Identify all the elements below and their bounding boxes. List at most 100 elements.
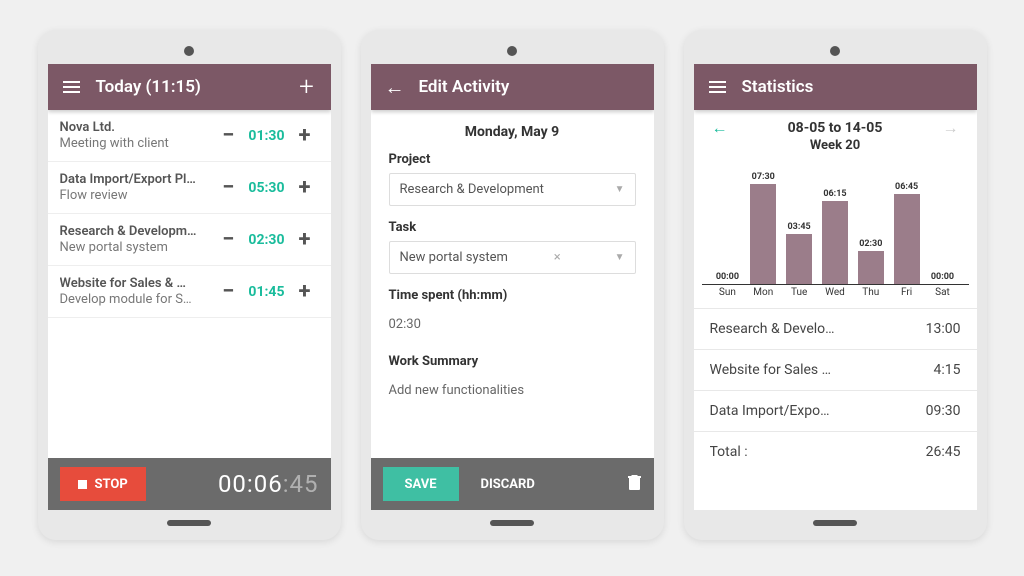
home-button[interactable] — [813, 520, 857, 526]
page-title: Edit Activity — [419, 77, 640, 97]
page-title: Today (11:15) — [96, 77, 297, 97]
time-entry[interactable]: Research & Developm…New portal system−02… — [48, 214, 331, 266]
save-button[interactable]: SAVE — [383, 467, 459, 501]
plus-icon[interactable]: + — [291, 125, 319, 147]
label-summary: Work Summary — [389, 354, 636, 369]
label-project: Project — [389, 152, 636, 167]
summary-row: Research & Develo…13:00 — [694, 308, 977, 349]
minus-icon[interactable]: − — [214, 125, 242, 147]
summary-input[interactable]: Add new functionalities — [389, 375, 636, 406]
entry-title: Research & Developm… — [60, 224, 215, 239]
entry-list: Nova Ltd.Meeting with client−01:30+Data … — [48, 110, 331, 318]
screen-today: Today (11:15) + Nova Ltd.Meeting with cl… — [48, 64, 331, 510]
trash-icon[interactable] — [627, 474, 642, 494]
plus-icon[interactable]: + — [291, 281, 319, 303]
summary-name: Research & Develo… — [710, 321, 926, 337]
camera-dot — [507, 46, 517, 56]
elapsed-time: 00:06:45 — [218, 470, 319, 498]
entry-duration: 01:45 — [242, 284, 290, 300]
task-select[interactable]: New portal system × ▼ — [389, 241, 636, 274]
device-today: Today (11:15) + Nova Ltd.Meeting with cl… — [38, 30, 341, 540]
bar-fill — [858, 251, 884, 284]
entry-title: Nova Ltd. — [60, 120, 215, 135]
project-value: Research & Development — [400, 182, 544, 197]
label-time: Time spent (hh:mm) — [389, 288, 636, 303]
next-week-icon[interactable]: → — [943, 118, 959, 138]
task-value: New portal system — [400, 250, 508, 265]
day-label: Sun — [711, 287, 743, 298]
entry-duration: 01:30 — [242, 128, 290, 144]
timer-bar: STOP 00:06:45 — [48, 458, 331, 510]
summary-name: Total : — [710, 444, 926, 460]
time-entry[interactable]: Website for Sales & …Develop module for … — [48, 266, 331, 318]
prev-week-icon[interactable]: ← — [712, 118, 728, 138]
add-icon[interactable]: + — [297, 72, 317, 102]
home-button[interactable] — [167, 520, 211, 526]
summary-value: 26:45 — [926, 444, 961, 460]
entry-info: Website for Sales & …Develop module for … — [60, 276, 215, 307]
discard-button[interactable]: DISCARD — [459, 477, 557, 492]
time-entry[interactable]: Nova Ltd.Meeting with client−01:30+ — [48, 110, 331, 162]
form-date: Monday, May 9 — [389, 124, 636, 140]
entry-title: Website for Sales & … — [60, 276, 215, 291]
camera-dot — [184, 46, 194, 56]
day-label: Wed — [819, 287, 851, 298]
chart-bar: 06:45 — [891, 182, 923, 284]
plus-icon[interactable]: + — [291, 177, 319, 199]
elapsed-main: 00:06 — [218, 470, 283, 498]
button-bar: SAVE DISCARD — [371, 458, 654, 510]
summary-value: 4:15 — [934, 362, 961, 378]
summary-list: Research & Develo…13:00Website for Sales… — [694, 308, 977, 472]
screen-edit: Edit Activity Monday, May 9 Project Rese… — [371, 64, 654, 510]
minus-icon[interactable]: − — [214, 177, 242, 199]
bar-fill — [822, 201, 848, 284]
entry-subtitle: New portal system — [60, 240, 215, 255]
menu-icon[interactable] — [708, 81, 728, 93]
bar-value-label: 06:15 — [823, 189, 846, 199]
bar-value-label: 02:30 — [859, 239, 882, 249]
chart-bar: 02:30 — [855, 239, 887, 284]
time-entry[interactable]: Data Import/Export Pl…Flow review−05:30+ — [48, 162, 331, 214]
summary-row: Data Import/Expo…09:30 — [694, 390, 977, 431]
time-input[interactable]: 02:30 — [389, 309, 636, 340]
chart-bar: 07:30 — [747, 172, 779, 284]
menu-icon[interactable] — [62, 81, 82, 93]
summary-name: Data Import/Expo… — [710, 403, 926, 419]
day-label: Mon — [747, 287, 779, 298]
page-title: Statistics — [742, 77, 963, 97]
summary-value: Add new functionalities — [389, 383, 525, 398]
week-number: Week 20 — [708, 138, 963, 153]
summary-row: Website for Sales …4:15 — [694, 349, 977, 390]
chevron-down-icon: ▼ — [615, 252, 625, 263]
entry-duration: 02:30 — [242, 232, 290, 248]
plus-icon[interactable]: + — [291, 229, 319, 251]
minus-icon[interactable]: − — [214, 229, 242, 251]
back-icon[interactable] — [385, 75, 405, 100]
bar-fill — [786, 234, 812, 284]
chart-bar: 03:45 — [783, 222, 815, 284]
stop-label: STOP — [95, 477, 128, 492]
weekly-chart: 00:0007:3003:4506:1502:3006:4500:00 — [702, 165, 969, 285]
summary-name: Website for Sales … — [710, 362, 934, 378]
stop-button[interactable]: STOP — [60, 467, 146, 501]
home-button[interactable] — [490, 520, 534, 526]
day-label: Sat — [926, 287, 958, 298]
chart-bar: 00:00 — [711, 272, 743, 284]
entry-subtitle: Flow review — [60, 188, 215, 203]
entry-info: Nova Ltd.Meeting with client — [60, 120, 215, 151]
entry-subtitle: Meeting with client — [60, 136, 215, 151]
clear-icon[interactable]: × — [554, 250, 569, 265]
time-value: 02:30 — [389, 317, 421, 332]
stats-body: ← 08-05 to 14-05 → Week 20 00:00 07:3003:… — [694, 110, 977, 510]
chart-bar: 06:15 — [819, 189, 851, 284]
project-select[interactable]: Research & Development ▼ — [389, 173, 636, 206]
device-stats: Statistics ← 08-05 to 14-05 → Week 20 00… — [684, 30, 987, 540]
camera-dot — [830, 46, 840, 56]
date-range: 08-05 to 14-05 — [788, 120, 883, 136]
edit-form: Monday, May 9 Project Research & Develop… — [371, 110, 654, 458]
header-stats: Statistics — [694, 64, 977, 110]
summary-value: 13:00 — [926, 321, 961, 337]
label-task: Task — [389, 220, 636, 235]
minus-icon[interactable]: − — [214, 281, 242, 303]
stop-icon — [78, 480, 87, 489]
